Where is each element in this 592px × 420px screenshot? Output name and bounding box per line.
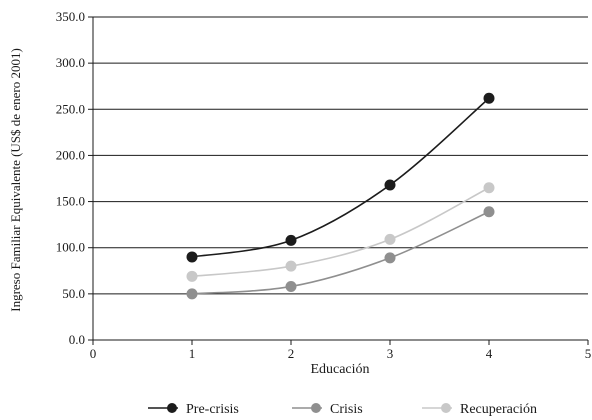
- x-tick-label: 2: [288, 346, 295, 361]
- x-tick-label: 4: [486, 346, 493, 361]
- x-tick-label: 1: [189, 346, 196, 361]
- legend-item: Crisis: [292, 402, 363, 417]
- axes: [88, 16, 589, 345]
- tick-labels: 0.0 50.0 100.0 150.0 200.0 250.0 300.0 350.0 0 1 2…: [56, 9, 592, 361]
- x-tick-label: 3: [387, 346, 394, 361]
- x-axis-title: Educación: [310, 362, 369, 377]
- data-point: [186, 288, 198, 300]
- data-point: [285, 260, 297, 272]
- y-tick-label: 200.0: [56, 147, 85, 162]
- data-point: [186, 270, 198, 282]
- data-point: [384, 233, 396, 245]
- data-point: [186, 251, 198, 263]
- series-line: [191, 97, 490, 258]
- series-group: [186, 92, 495, 300]
- series-line: [191, 187, 490, 278]
- legend-marker: [441, 403, 451, 413]
- legend: Pre-crisis Crisis Recuperación: [148, 402, 537, 417]
- series-2: [186, 182, 495, 282]
- data-point: [483, 92, 495, 104]
- legend-label: Recuperación: [460, 402, 537, 417]
- y-tick-label: 50.0: [62, 286, 85, 301]
- data-point: [285, 234, 297, 246]
- x-tick-label: 5: [585, 346, 592, 361]
- data-point: [285, 280, 297, 292]
- y-tick-label: 100.0: [56, 240, 85, 255]
- legend-marker: [311, 403, 321, 413]
- y-tick-label: 250.0: [56, 101, 85, 116]
- legend-label: Crisis: [330, 402, 363, 417]
- y-axis-title: Ingreso Familiar Equivalente (US$ de ene…: [8, 48, 23, 312]
- series-0: [186, 92, 495, 263]
- legend-item: Pre-crisis: [148, 402, 239, 417]
- y-tick-label: 300.0: [56, 55, 85, 70]
- data-point: [384, 252, 396, 264]
- y-tick-label: 350.0: [56, 9, 85, 24]
- data-point: [384, 179, 396, 191]
- legend-item: Recuperación: [422, 402, 537, 417]
- legend-label: Pre-crisis: [186, 402, 239, 417]
- series-1: [186, 206, 495, 300]
- gridlines: [93, 16, 588, 295]
- x-tick-label: 0: [90, 346, 97, 361]
- series-line: [191, 210, 490, 295]
- legend-marker: [167, 403, 177, 413]
- y-tick-label: 0.0: [69, 332, 85, 347]
- data-point: [483, 206, 495, 218]
- y-tick-label: 150.0: [56, 194, 85, 209]
- data-point: [483, 182, 495, 194]
